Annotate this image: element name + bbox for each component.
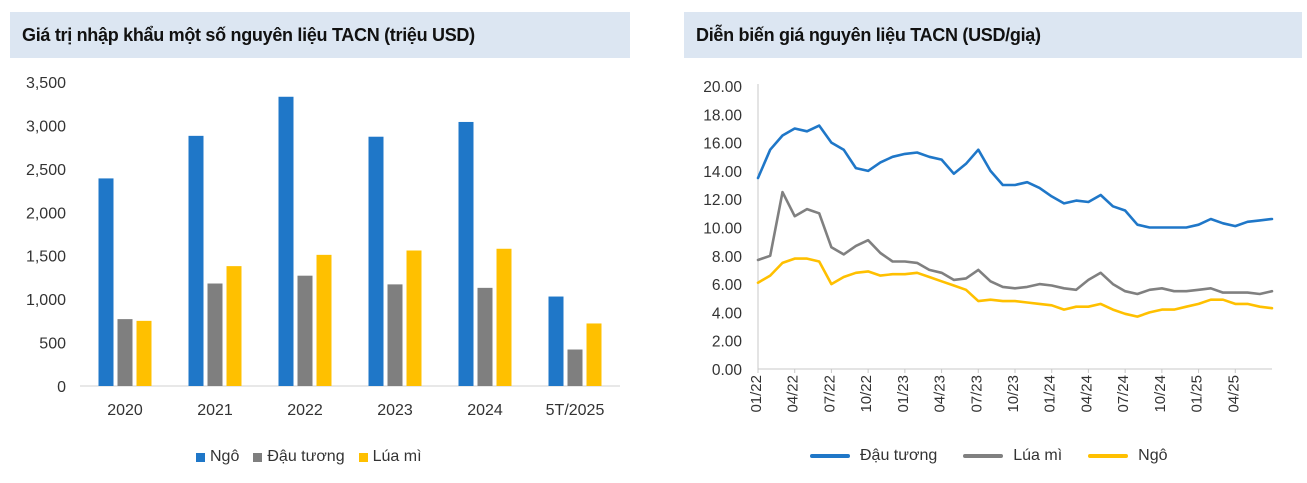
legend-item-lua-mi: Lúa mì xyxy=(358,448,422,466)
x-tick-label: 07/23 xyxy=(968,375,985,413)
legend-swatch-dau-tuong xyxy=(253,452,263,462)
y-tick-label: 1,000 xyxy=(26,292,66,309)
price-trend-title: Diễn biến giá nguyên liệu TACN (USD/giạ) xyxy=(696,24,1041,45)
x-tick-label: 2021 xyxy=(197,402,233,419)
y-tick-label: 0.00 xyxy=(712,362,743,379)
bar-ngo xyxy=(548,296,564,386)
bar-lua-mi xyxy=(496,248,512,386)
series-line-wheat xyxy=(756,190,1274,296)
legend-label-dau-tuong: Đậu tương xyxy=(267,448,345,465)
y-tick-label: 8.00 xyxy=(712,249,743,266)
bar-ngo xyxy=(368,136,384,386)
bar-lua-mi xyxy=(136,320,152,386)
y-tick-label: 16.00 xyxy=(703,136,742,153)
price-trend-panel: Diễn biến giá nguyên liệu TACN (USD/giạ)… xyxy=(680,0,1307,483)
price-trend-legend: Đậu tương Lúa mì Ngô xyxy=(810,447,1182,465)
bar-ngo xyxy=(458,121,474,386)
legend-label-corn: Ngô xyxy=(1138,447,1168,464)
x-tick-label: 07/24 xyxy=(1115,375,1132,413)
y-tick-label: 20.00 xyxy=(703,79,742,96)
legend-item-dau-tuong: Đậu tương xyxy=(253,448,345,466)
legend-swatch-ngo xyxy=(196,452,205,462)
legend-label-lua-mi: Lúa mì xyxy=(372,448,422,465)
y-tick-label: 18.00 xyxy=(703,107,742,124)
y-tick-label: 3,000 xyxy=(26,118,66,135)
legend-item-soybean: Đậu tương xyxy=(810,447,937,465)
import-value-bar-chart: 0 500 1,000 1,500 2,000 2,500 3,000 3,500 2020 20… xyxy=(26,75,620,419)
bar-dau-tuong xyxy=(477,287,493,386)
x-tick-label: 07/22 xyxy=(821,375,838,413)
y-tick-label: 10.00 xyxy=(703,221,742,238)
y-tick-label: 0 xyxy=(57,379,66,396)
bar-lua-mi xyxy=(586,323,602,386)
bar-dau-tuong xyxy=(297,275,313,386)
legend-item-ngo: Ngô xyxy=(196,448,239,466)
price-trend-title-bar: Diễn biến giá nguyên liệu TACN (USD/giạ) xyxy=(684,12,1302,58)
y-tick-label: 2,000 xyxy=(26,205,66,222)
series-line-soybean xyxy=(756,124,1274,229)
x-tick-label: 01/23 xyxy=(895,375,912,413)
bar-ngo xyxy=(278,96,294,386)
x-tick-label: 01/22 xyxy=(748,375,765,413)
bar-dau-tuong xyxy=(207,283,223,386)
import-value-legend: Ngô Đậu tương Lúa mì xyxy=(196,448,436,466)
bar-ngo xyxy=(188,135,204,386)
legend-line-soybean xyxy=(810,454,850,458)
x-tick-label: 2024 xyxy=(467,402,503,419)
bar-lua-mi xyxy=(406,250,422,386)
x-tick-label: 5T/2025 xyxy=(546,402,605,419)
legend-item-corn: Ngô xyxy=(1088,447,1168,465)
y-tick-label: 2,500 xyxy=(26,162,66,179)
x-tick-label: 10/24 xyxy=(1152,375,1169,413)
y-tick-label: 12.00 xyxy=(703,192,742,209)
y-tick-label: 2.00 xyxy=(712,334,743,351)
y-tick-label: 3,500 xyxy=(26,75,66,92)
import-value-panel: Giá trị nhập khẩu một số nguyên liệu TAC… xyxy=(0,0,640,483)
x-tick-label: 04/22 xyxy=(785,375,802,413)
x-tick-label: 04/25 xyxy=(1225,375,1242,413)
bar-dau-tuong xyxy=(117,319,133,386)
series-line-corn xyxy=(756,257,1274,318)
legend-line-wheat xyxy=(963,454,1004,458)
bar-dau-tuong xyxy=(387,284,403,386)
y-tick-label: 1,500 xyxy=(26,249,66,266)
x-tick-label: 04/24 xyxy=(1078,375,1095,413)
x-tick-label: 10/22 xyxy=(858,375,875,413)
y-tick-label: 6.00 xyxy=(712,277,743,294)
price-trend-line-chart: 0.00 2.00 4.00 6.00 8.00 10.00 12.00 14.00 16.00… xyxy=(703,79,1274,413)
y-tick-label: 4.00 xyxy=(712,305,743,322)
bar-lua-mi xyxy=(226,266,242,386)
bar-dau-tuong xyxy=(567,349,583,386)
y-tick-label: 500 xyxy=(39,336,66,353)
legend-swatch-lua-mi xyxy=(358,452,368,462)
legend-item-wheat: Lúa mì xyxy=(963,447,1062,465)
legend-label-soybean: Đậu tương xyxy=(860,447,938,464)
x-tick-label: 2022 xyxy=(287,402,323,419)
x-tick-label: 01/25 xyxy=(1189,375,1206,413)
legend-label-ngo: Ngô xyxy=(210,448,240,465)
import-value-title: Giá trị nhập khẩu một số nguyên liệu TAC… xyxy=(22,24,475,45)
x-tick-label: 2020 xyxy=(107,402,143,419)
x-tick-label: 10/23 xyxy=(1005,375,1022,413)
import-value-title-bar: Giá trị nhập khẩu một số nguyên liệu TAC… xyxy=(10,12,630,58)
legend-line-corn xyxy=(1088,454,1129,458)
y-tick-label: 14.00 xyxy=(703,164,742,181)
bar-ngo xyxy=(98,178,114,386)
bar-lua-mi xyxy=(316,254,332,386)
x-tick-label: 04/23 xyxy=(932,375,949,413)
legend-label-wheat: Lúa mì xyxy=(1013,447,1063,464)
x-tick-label: 2023 xyxy=(377,402,413,419)
x-tick-label: 01/24 xyxy=(1042,375,1059,413)
